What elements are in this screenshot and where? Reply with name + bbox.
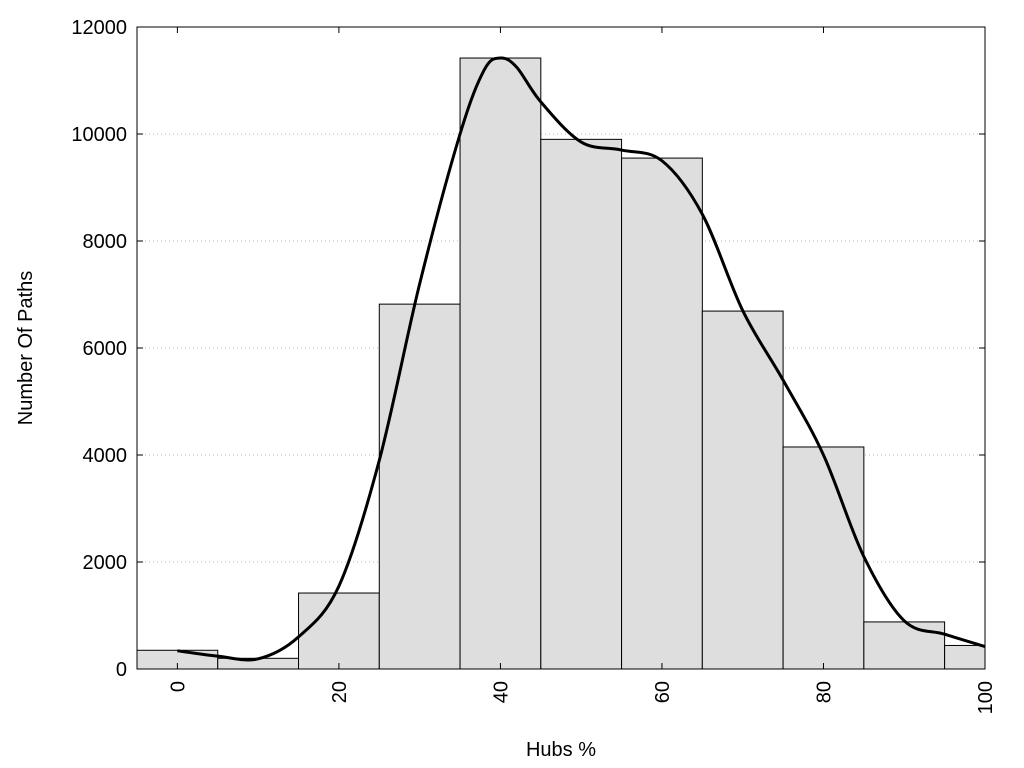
histogram-bar: [701, 310, 784, 670]
bars: [136, 57, 986, 670]
histogram-bar: [782, 446, 865, 670]
histogram-bar: [298, 592, 380, 670]
histogram-bar: [540, 138, 623, 670]
y-axis-ticks: 0 2000 4000 6000 8000 10000 12000: [71, 17, 985, 681]
histogram-bar: [459, 57, 542, 670]
histogram-bar: [621, 157, 703, 670]
histogram-bar: [944, 644, 986, 670]
y-tick-label: 6000: [83, 338, 128, 360]
x-tick-label: 60: [652, 681, 674, 703]
x-tick-label: 100: [975, 681, 997, 714]
y-tick-label: 2000: [83, 552, 128, 574]
density-curve: [177, 56, 986, 662]
y-tick-label: 12000: [71, 17, 127, 39]
x-tick-label: 80: [813, 681, 835, 703]
x-axis-ticks: 0 20 40 60 80 100: [167, 27, 997, 714]
histogram-bar: [863, 621, 946, 670]
y-axis-label: Number Of Paths: [15, 271, 37, 426]
y-tick-label: 0: [116, 659, 127, 681]
y-tick-label: 8000: [83, 231, 128, 253]
x-axis-label: Hubs %: [526, 739, 596, 761]
y-tick-label: 4000: [83, 445, 128, 467]
histogram-bar: [378, 303, 461, 670]
x-tick-label: 0: [167, 681, 189, 692]
x-tick-label: 20: [329, 681, 351, 703]
y-tick-label: 10000: [71, 124, 127, 146]
x-tick-label: 40: [490, 681, 512, 703]
density-curve-line: [177, 56, 986, 662]
